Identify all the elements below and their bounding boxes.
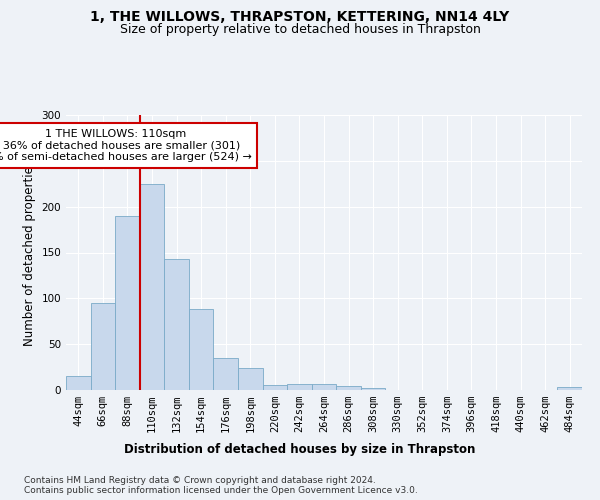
Y-axis label: Number of detached properties: Number of detached properties xyxy=(23,160,36,346)
Bar xyxy=(287,384,312,390)
Bar xyxy=(189,310,214,390)
Bar xyxy=(312,384,336,390)
Text: Size of property relative to detached houses in Thrapston: Size of property relative to detached ho… xyxy=(119,22,481,36)
Bar xyxy=(214,358,238,390)
Bar xyxy=(336,386,361,390)
Bar xyxy=(91,303,115,390)
Bar xyxy=(115,216,140,390)
Text: Contains HM Land Registry data © Crown copyright and database right 2024.
Contai: Contains HM Land Registry data © Crown c… xyxy=(24,476,418,495)
Bar xyxy=(557,387,582,390)
Bar xyxy=(66,376,91,390)
Bar xyxy=(140,184,164,390)
Bar xyxy=(263,386,287,390)
Bar xyxy=(238,368,263,390)
Text: 1, THE WILLOWS, THRAPSTON, KETTERING, NN14 4LY: 1, THE WILLOWS, THRAPSTON, KETTERING, NN… xyxy=(91,10,509,24)
Text: Distribution of detached houses by size in Thrapston: Distribution of detached houses by size … xyxy=(124,442,476,456)
Bar xyxy=(164,259,189,390)
Text: 1 THE WILLOWS: 110sqm
← 36% of detached houses are smaller (301)
63% of semi-det: 1 THE WILLOWS: 110sqm ← 36% of detached … xyxy=(0,128,251,162)
Bar xyxy=(361,388,385,390)
